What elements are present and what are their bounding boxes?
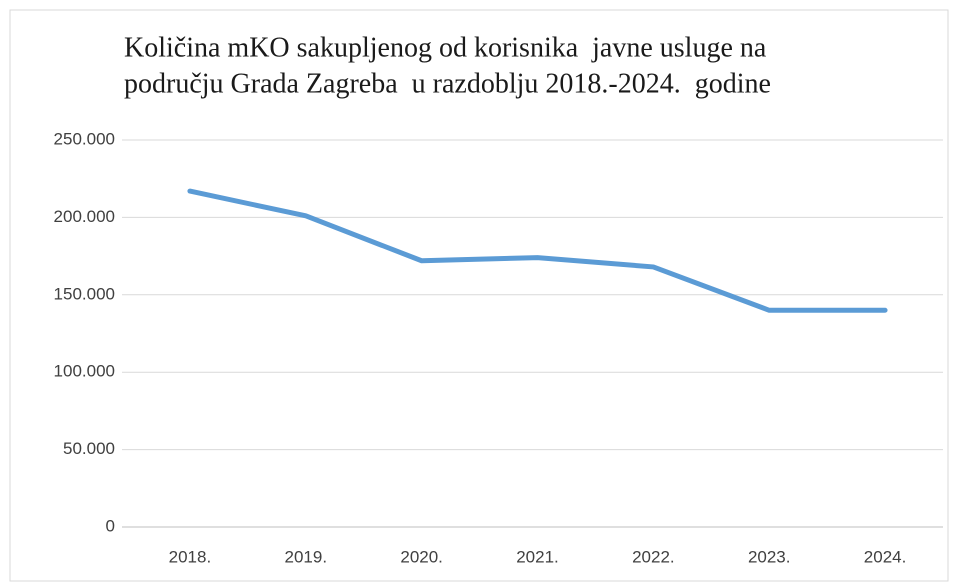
chart-title: Količina mKO sakupljenog od korisnika ja…: [124, 32, 767, 63]
x-tick-label: 2022.: [632, 547, 675, 566]
x-tick-label: 2024.: [864, 547, 907, 566]
x-tick-label: 2021.: [516, 547, 559, 566]
y-tick-label: 50.000: [63, 439, 115, 458]
x-tick-label: 2019.: [285, 547, 328, 566]
y-tick-label: 0: [106, 516, 115, 535]
y-tick-label: 150.000: [54, 284, 115, 303]
x-tick-label: 2023.: [748, 547, 791, 566]
y-tick-label: 100.000: [54, 362, 115, 381]
x-tick-label: 2020.: [400, 547, 443, 566]
data-line: [187, 188, 888, 313]
chart-title: području Grada Zagreba u razdoblju 2018.…: [124, 68, 771, 99]
y-tick-label: 250.000: [54, 129, 115, 148]
chart-frame: [9, 9, 949, 582]
x-tick-label: 2018.: [169, 547, 212, 566]
y-tick-label: 200.000: [54, 207, 115, 226]
